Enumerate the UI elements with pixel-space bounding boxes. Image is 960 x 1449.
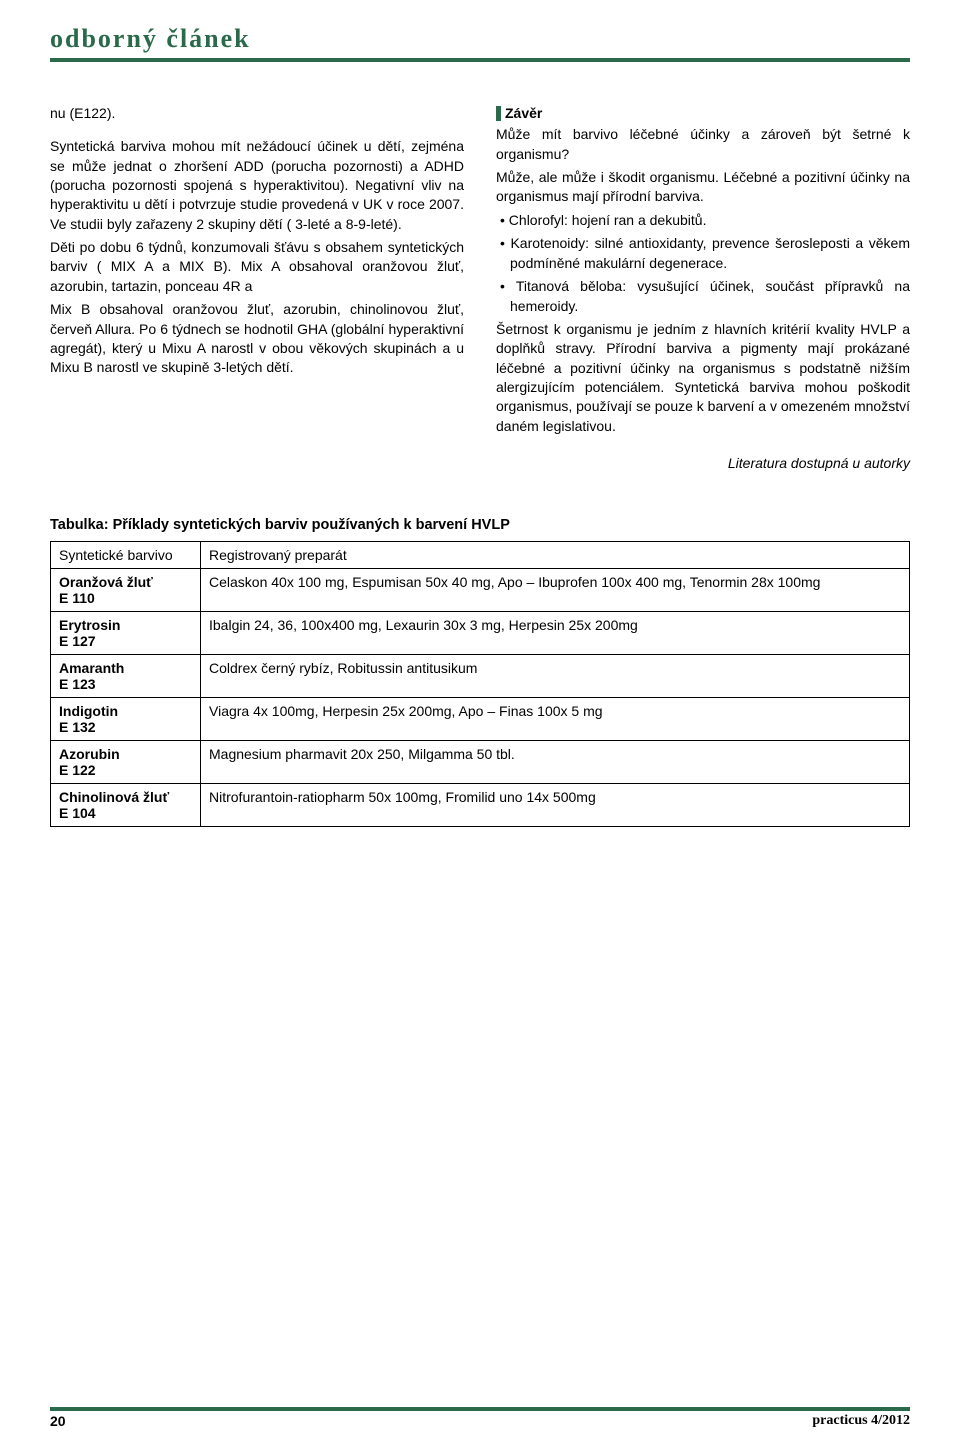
- col-header-prep: Registrovaný preparát: [201, 542, 910, 569]
- col-header-dye: Syntetické barvivo: [51, 542, 201, 569]
- para: Děti po dobu 6 týdnů, konzumovali šťávu …: [50, 238, 464, 296]
- cell-dye: AzorubinE 122: [51, 741, 201, 784]
- left-column: nu (E122). Syntetická barviva mohou mít …: [50, 104, 464, 473]
- para: Mix B obsahoval oranžovou žluť, azorubin…: [50, 300, 464, 377]
- cell-prep: Magnesium pharmavit 20x 250, Milgamma 50…: [201, 741, 910, 784]
- header-rule: [50, 58, 910, 62]
- heading-text: Závěr: [505, 104, 542, 123]
- table-row: ErytrosinE 127Ibalgin 24, 36, 100x400 mg…: [51, 612, 910, 655]
- para: Může mít barvivo léčebné účinky a zárove…: [496, 125, 910, 164]
- table-row: Chinolinová žluťE 104Nitrofurantoin-rati…: [51, 784, 910, 827]
- issue-label: practicus 4/2012: [812, 1413, 910, 1429]
- cell-dye: ErytrosinE 127: [51, 612, 201, 655]
- conclusion-heading: Závěr: [496, 104, 910, 123]
- cell-prep: Coldrex černý rybíz, Robitussin antitusi…: [201, 655, 910, 698]
- page-number: 20: [50, 1413, 66, 1429]
- cell-dye: AmaranthE 123: [51, 655, 201, 698]
- table-row: IndigotinE 132Viagra 4x 100mg, Herpesin …: [51, 698, 910, 741]
- cell-prep: Celaskon 40x 100 mg, Espumisan 50x 40 mg…: [201, 569, 910, 612]
- page-footer: 20 practicus 4/2012: [50, 1407, 910, 1429]
- cell-prep: Viagra 4x 100mg, Herpesin 25x 200mg, Apo…: [201, 698, 910, 741]
- cell-prep: Ibalgin 24, 36, 100x400 mg, Lexaurin 30x…: [201, 612, 910, 655]
- table-header-row: Syntetické barvivo Registrovaný preparát: [51, 542, 910, 569]
- cell-dye: IndigotinE 132: [51, 698, 201, 741]
- bullet-item: • Chlorofyl: hojení ran a dekubitů.: [510, 211, 910, 230]
- cell-dye: Chinolinová žluťE 104: [51, 784, 201, 827]
- bullet-item: • Titanová běloba: vysušující účinek, so…: [510, 277, 910, 316]
- cell-dye: Oranžová žluťE 110: [51, 569, 201, 612]
- page-header-title: odborný článek: [50, 24, 910, 54]
- cell-prep: Nitrofurantoin-ratiopharm 50x 100mg, Fro…: [201, 784, 910, 827]
- bullet-item: • Karotenoidy: silné antioxidanty, preve…: [510, 234, 910, 273]
- table-row: AmaranthE 123Coldrex černý rybíz, Robitu…: [51, 655, 910, 698]
- para: Syntetická barviva mohou mít nežádoucí ú…: [50, 137, 464, 234]
- para: nu (E122).: [50, 104, 464, 123]
- heading-bar-icon: [496, 106, 501, 121]
- table-row: Oranžová žluťE 110Celaskon 40x 100 mg, E…: [51, 569, 910, 612]
- literature-note: Literatura dostupná u autorky: [496, 454, 910, 473]
- para: Šetrnost k organismu je jedním z hlavníc…: [496, 320, 910, 436]
- dye-table: Syntetické barvivo Registrovaný preparát…: [50, 541, 910, 827]
- para: Může, ale může i škodit organismu. Léčeb…: [496, 168, 910, 207]
- table-row: AzorubinE 122Magnesium pharmavit 20x 250…: [51, 741, 910, 784]
- table-title: Tabulka: Příklady syntetických barviv po…: [50, 517, 910, 533]
- right-column: Závěr Může mít barvivo léčebné účinky a …: [496, 104, 910, 473]
- article-columns: nu (E122). Syntetická barviva mohou mít …: [50, 104, 910, 473]
